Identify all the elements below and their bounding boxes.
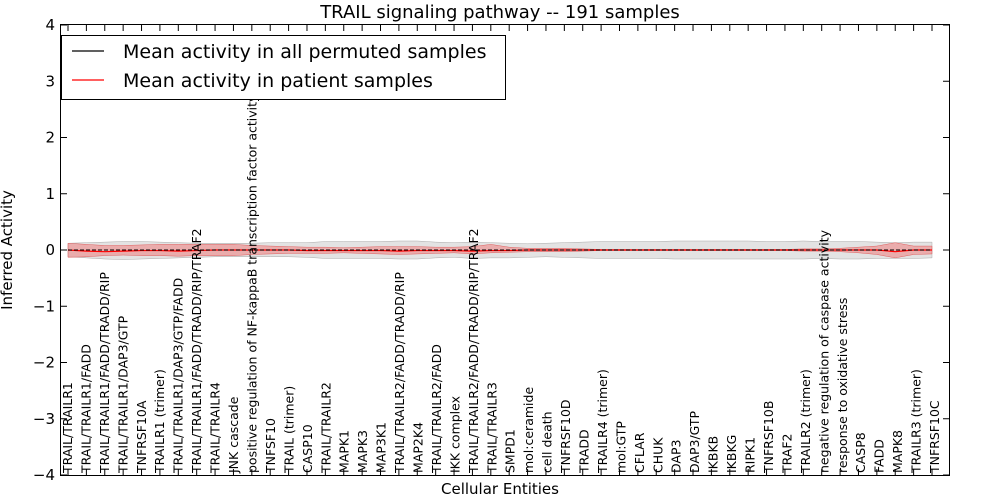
x-tick-label: negative regulation of caspase activity — [816, 229, 831, 473]
x-tick-label: RIPK1 — [743, 437, 758, 473]
x-tick-label: TRAILR4 (trimer) — [595, 369, 610, 474]
x-tick-label: TRAIL/TRAILR3 — [484, 382, 499, 474]
x-tick-label: TRAIL/TRAILR4 — [208, 382, 223, 474]
x-tick-labels: TRAIL/TRAILR1 TRAIL/TRAILR1/FADD TRAIL/TRA… — [60, 94, 942, 474]
x-axis-label: Cellular Entities — [441, 480, 559, 498]
x-tick-label: CASP10 — [300, 424, 315, 473]
x-tick-label: TNFSF10 — [263, 418, 278, 474]
x-tick-label: mol:ceramide — [521, 387, 536, 473]
y-tick-label: 3 — [45, 72, 55, 90]
x-tick-label: TRAIL/TRAILR1/FADD — [78, 344, 93, 474]
x-tick-label: TRAILR2 (trimer) — [798, 369, 813, 474]
x-tick-label: TRAIL/TRAILR1/DAP3/GTP — [115, 315, 130, 474]
x-tick-label: TRAILR3 (trimer) — [909, 369, 924, 474]
x-tick-label: TRAIL/TRAILR2/FADD — [429, 344, 444, 474]
x-tick-label: cell death — [540, 411, 555, 473]
x-tick-label: TRAIL/TRAILR1 — [60, 382, 75, 474]
x-tick-label: TNFRSF10B — [761, 401, 776, 474]
x-tick-label: IKBKB — [706, 436, 721, 473]
y-tick-label: −2 — [33, 354, 55, 372]
x-tick-label: MAP3K1 — [374, 422, 389, 473]
x-tick-label: SMPD1 — [503, 429, 518, 473]
x-tick-label: TRAF2 — [779, 433, 794, 474]
x-tick-label: TRAIL/TRAILR1/FADD/TRADD/RIP/TRAF2 — [189, 228, 204, 474]
x-tick-label: TRAILR1 (trimer) — [152, 369, 167, 474]
x-tick-label: TNFRSF10D — [558, 399, 573, 474]
x-tick-label: MAPK1 — [337, 430, 352, 473]
x-tick-label: TNFRSF10A — [134, 400, 149, 474]
x-tick-label: JNK cascade — [226, 396, 241, 474]
x-tick-label: IKK complex — [447, 396, 462, 473]
x-tick-label: MAPK8 — [890, 430, 905, 473]
x-tick-label: TRAIL/TRAILR1/DAP3/GTP/FADD — [171, 278, 186, 474]
y-tick-label: 0 — [45, 241, 55, 259]
series-lines — [67, 249, 932, 253]
y-tick-label: 4 — [45, 16, 55, 34]
x-tick-label: TRAIL/TRAILR2/FADD/TRADD/RIP — [392, 272, 407, 474]
x-tick-label: DAP3/GTP — [687, 410, 702, 473]
x-tick-label: TRAIL/TRAILR1/FADD/TRADD/RIP — [97, 272, 112, 474]
x-tick-label: DAP3 — [669, 440, 684, 473]
x-tick-label: TRADD — [577, 429, 592, 474]
legend-label-patient: Mean activity in patient samples — [123, 70, 433, 92]
x-tick-label: MAP2K4 — [410, 422, 425, 473]
x-tick-label: TNFRSF10C — [927, 400, 942, 474]
x-tick-label: MAPK3 — [355, 430, 370, 473]
y-axis-label: Inferred Activity — [0, 190, 16, 310]
x-tick-label: TRAIL/TRAILR2/FADD/TRADD/RIP/TRAF2 — [466, 228, 481, 474]
plot-frame — [60, 24, 950, 476]
x-tick-label: CFLAR — [632, 432, 647, 473]
x-tick-label: response to oxidative stress — [835, 298, 850, 473]
x-tick-label: FADD — [872, 439, 887, 473]
legend-label-permuted: Mean activity in all permuted samples — [123, 41, 486, 63]
x-tick-label: IKBKG — [724, 435, 739, 473]
x-tick-label: positive regulation of NF-kappaB transcr… — [244, 94, 259, 473]
y-tick-label: −4 — [33, 466, 55, 484]
y-tick-label: −3 — [33, 410, 55, 428]
x-tick-label: CHUK — [650, 437, 665, 473]
legend: Mean activity in all permuted samples Me… — [61, 35, 506, 100]
x-tick-label: CASP8 — [853, 432, 868, 473]
x-tick-label: mol:GTP — [613, 421, 628, 473]
legend-box — [61, 35, 506, 100]
chart-title: TRAIL signaling pathway -- 191 samples — [319, 2, 680, 23]
x-tick-label: TRAIL (trimer) — [281, 386, 296, 474]
y-tick-labels: −4 −3 −2 −1 0 1 2 3 4 — [33, 16, 55, 484]
y-tick-label: 1 — [45, 185, 55, 203]
y-tick-label: −1 — [33, 297, 55, 315]
y-tick-label: 2 — [45, 129, 55, 147]
x-tick-label: TRAIL/TRAILR2 — [318, 382, 333, 474]
